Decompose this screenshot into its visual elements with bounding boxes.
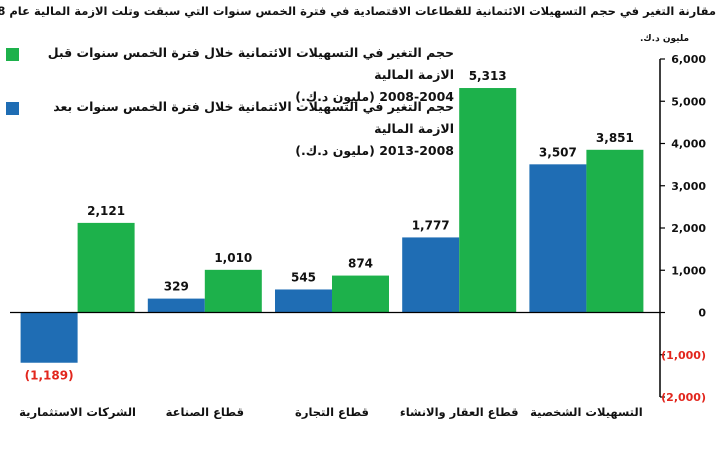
bar xyxy=(459,88,517,313)
value-label: 3,851 xyxy=(596,131,634,145)
bar xyxy=(529,164,587,313)
bar xyxy=(20,312,78,363)
bar xyxy=(402,237,460,313)
legend-swatch xyxy=(6,102,19,115)
y-tick-label: 4,000 xyxy=(671,138,706,151)
bar xyxy=(204,269,262,313)
legend-label: حجم التغير في التسهيلات الائتمانية خلال … xyxy=(53,99,454,158)
y-tick-label: (1,000) xyxy=(661,349,706,362)
bar xyxy=(77,222,135,313)
x-tick-label: قطاع التجارة xyxy=(295,405,369,419)
y-tick-label: 2,000 xyxy=(671,222,706,235)
value-label: 874 xyxy=(348,257,373,271)
bar xyxy=(275,289,332,313)
value-label: 1,777 xyxy=(412,218,450,232)
value-label: (1,189) xyxy=(25,369,74,383)
bar xyxy=(332,275,389,313)
legend-swatch xyxy=(6,48,19,61)
value-label: 2,121 xyxy=(87,204,125,218)
bar xyxy=(147,298,205,313)
value-label: 3,507 xyxy=(539,145,577,159)
x-tick-label: قطاع العقار والانشاء xyxy=(400,405,519,420)
y-tick-label: 0 xyxy=(698,307,706,320)
y-tick-label: 3,000 xyxy=(671,180,706,193)
value-label: 5,313 xyxy=(469,69,507,83)
value-label: 1,010 xyxy=(214,251,252,265)
value-label: 329 xyxy=(164,280,189,294)
y-axis-label: مليون د.ك. xyxy=(640,34,690,44)
bar xyxy=(586,149,644,313)
chart-title: مقارنة التغير في حجم التسهيلات الائتماني… xyxy=(0,4,716,18)
y-tick-label: 5,000 xyxy=(671,95,706,108)
x-tick-label: التسهيلات الشخصية xyxy=(530,405,642,419)
x-tick-label: قطاع الصناعة xyxy=(166,405,244,419)
x-tick-label: الشركات الاستثمارية xyxy=(19,405,136,419)
y-tick-label: 6,000 xyxy=(671,53,706,66)
legend-label: حجم التغير في التسهيلات الائتمانية خلال … xyxy=(47,45,454,104)
y-tick-label: (2,000) xyxy=(661,391,706,404)
value-label: 545 xyxy=(291,270,316,284)
y-tick-label: 1,000 xyxy=(671,264,706,277)
